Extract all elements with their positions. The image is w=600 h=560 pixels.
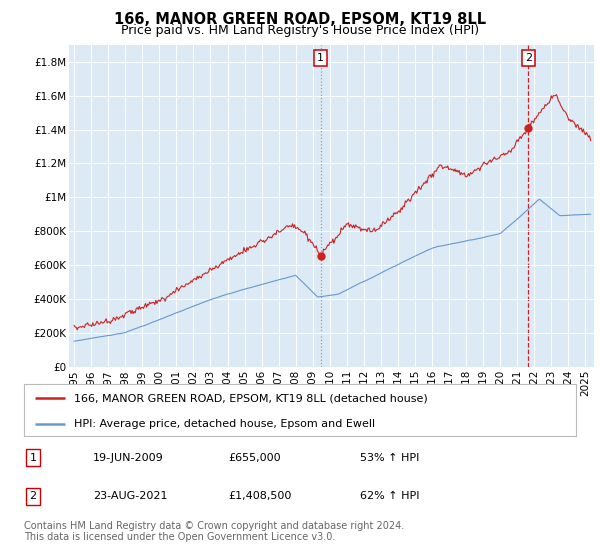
Text: Contains HM Land Registry data © Crown copyright and database right 2024.
This d: Contains HM Land Registry data © Crown c…: [24, 521, 404, 543]
Text: 2: 2: [524, 53, 532, 63]
Text: 62% ↑ HPI: 62% ↑ HPI: [360, 491, 419, 501]
Text: 166, MANOR GREEN ROAD, EPSOM, KT19 8LL: 166, MANOR GREEN ROAD, EPSOM, KT19 8LL: [114, 12, 486, 27]
Text: Price paid vs. HM Land Registry's House Price Index (HPI): Price paid vs. HM Land Registry's House …: [121, 24, 479, 36]
Text: 23-AUG-2021: 23-AUG-2021: [93, 491, 167, 501]
Text: £655,000: £655,000: [228, 453, 281, 463]
Text: HPI: Average price, detached house, Epsom and Ewell: HPI: Average price, detached house, Epso…: [74, 419, 375, 430]
Text: 1: 1: [317, 53, 324, 63]
Text: 53% ↑ HPI: 53% ↑ HPI: [360, 453, 419, 463]
Text: 2: 2: [29, 491, 37, 501]
Text: 19-JUN-2009: 19-JUN-2009: [93, 453, 164, 463]
Text: 166, MANOR GREEN ROAD, EPSOM, KT19 8LL (detached house): 166, MANOR GREEN ROAD, EPSOM, KT19 8LL (…: [74, 393, 427, 403]
Text: £1,408,500: £1,408,500: [228, 491, 292, 501]
Text: 1: 1: [29, 453, 37, 463]
